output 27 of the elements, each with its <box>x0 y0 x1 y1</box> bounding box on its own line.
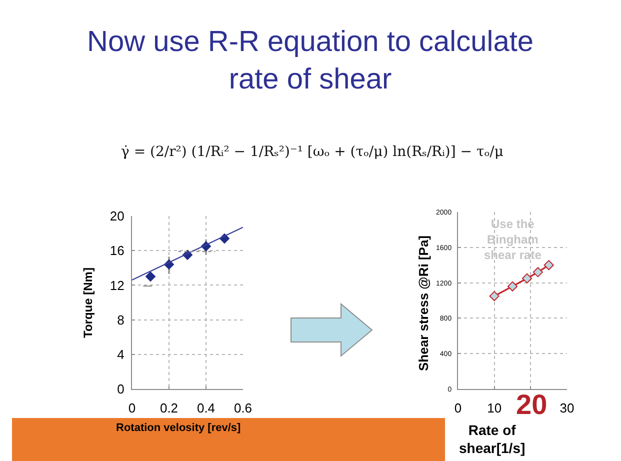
x-tick-label: 0 <box>454 400 462 416</box>
annotation: 20 <box>516 389 548 420</box>
y-axis-title: Shear stress @Ri [Pa] <box>416 235 431 371</box>
x-tick-label: 10 <box>487 400 502 416</box>
point <box>489 291 500 302</box>
x-tick-label: 0.6 <box>234 400 252 416</box>
point <box>522 273 532 284</box>
text: Now use R-R equation to calculate rate of shear <box>87 26 534 96</box>
y-axis-title: Torque [Nm] <box>81 268 95 338</box>
x-tick-label: 30 <box>560 400 574 416</box>
y-tick-label: 4 <box>117 346 124 362</box>
x-tick-label: 0 <box>128 400 136 416</box>
x-tick-label: 0.4 <box>196 400 216 416</box>
y-tick-label: 16 <box>110 243 124 258</box>
point <box>507 281 518 292</box>
point <box>145 271 156 282</box>
annotation: Use the Bingham shear rate <box>484 217 542 262</box>
point <box>544 260 554 270</box>
y-tick-label: 0 <box>117 382 124 397</box>
x-axis-title: Rate of shear[1/s] <box>459 422 526 456</box>
x-axis-title: Rotation velosity [rev/s] <box>116 422 242 434</box>
x-tick-label: 0.2 <box>160 400 178 416</box>
y-tick-label: 12 <box>110 278 124 293</box>
y-tick-label: 8 <box>117 312 124 328</box>
y-tick-label: 20 <box>110 208 124 224</box>
text: γ̇ = (2/r²) (1/Rᵢ² − 1/Rₛ²)⁻¹ [ωₒ + (τₒ/μ) ln(Rₛ/Rᵢ)] − τₒ/μ <box>121 144 504 160</box>
point <box>532 267 543 278</box>
